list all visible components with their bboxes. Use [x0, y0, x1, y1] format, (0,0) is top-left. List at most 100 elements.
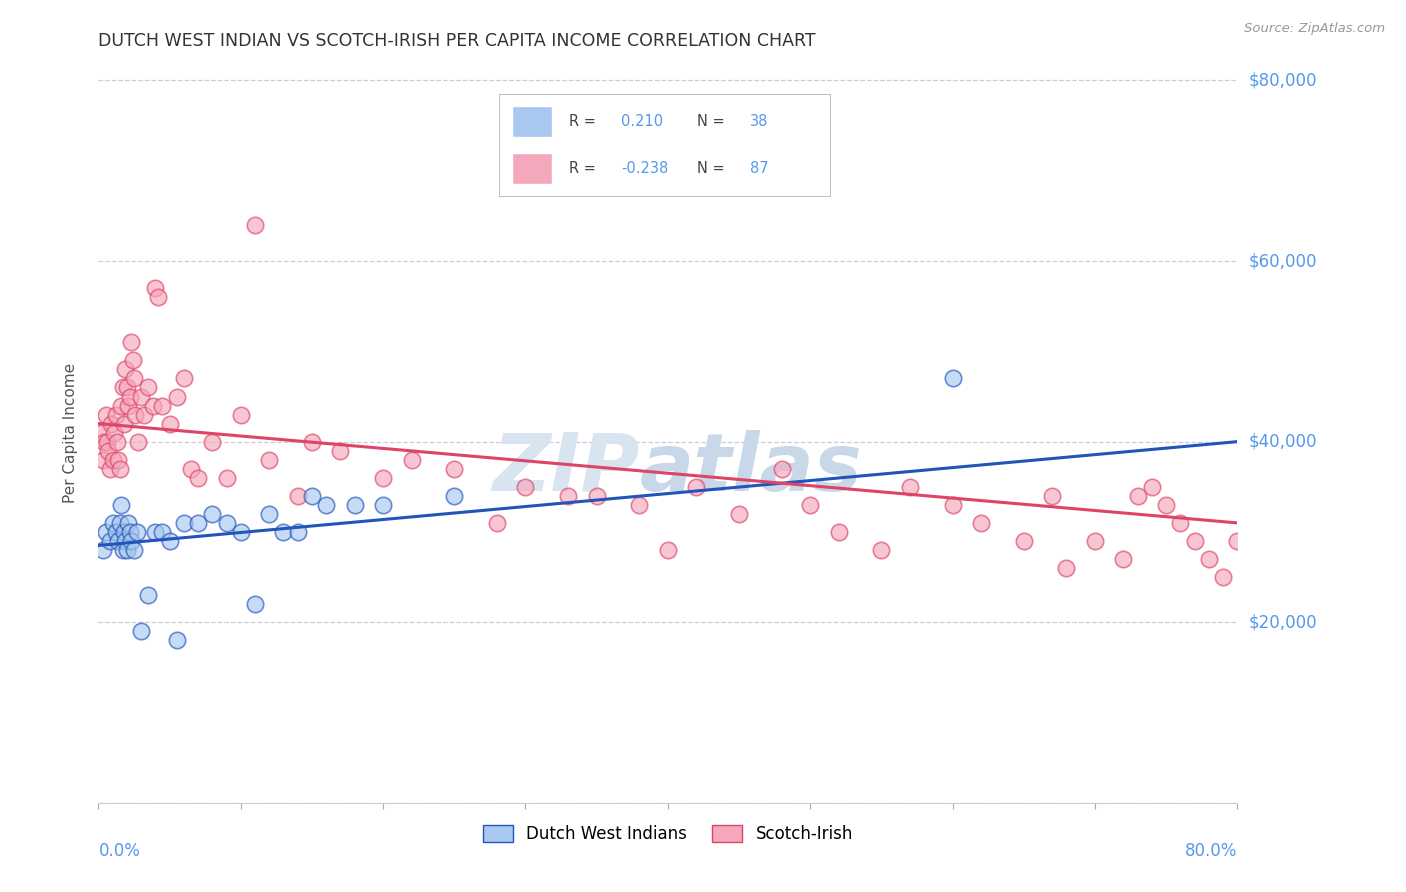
- Point: [1226, 533, 1249, 548]
- Point: [870, 543, 893, 558]
- Point: [1254, 561, 1277, 575]
- Point: [259, 507, 281, 521]
- Point: [136, 588, 159, 602]
- Point: [1184, 533, 1206, 548]
- Point: [108, 461, 131, 475]
- Point: [101, 452, 124, 467]
- Point: [371, 471, 394, 485]
- Point: [1312, 561, 1334, 575]
- Point: [145, 281, 167, 295]
- Point: [1298, 570, 1320, 584]
- Point: [970, 516, 993, 530]
- Point: [229, 524, 252, 539]
- Point: [132, 408, 155, 422]
- Text: 87: 87: [751, 161, 769, 176]
- Point: [243, 597, 266, 611]
- Point: [343, 498, 366, 512]
- Point: [96, 434, 118, 449]
- Point: [105, 434, 128, 449]
- Point: [628, 498, 651, 512]
- Point: [173, 371, 195, 385]
- Point: [120, 533, 142, 548]
- Text: -0.238: -0.238: [621, 161, 669, 176]
- Point: [287, 524, 309, 539]
- Point: [259, 452, 281, 467]
- Point: [103, 425, 125, 440]
- Point: [91, 543, 114, 558]
- Point: [1198, 552, 1220, 566]
- Point: [129, 624, 152, 639]
- Point: [104, 524, 127, 539]
- Point: [315, 498, 337, 512]
- Point: [122, 543, 145, 558]
- Point: [1284, 561, 1306, 575]
- Point: [127, 434, 149, 449]
- Point: [273, 524, 295, 539]
- Point: [117, 399, 139, 413]
- Point: [201, 434, 224, 449]
- Point: [515, 480, 537, 494]
- Point: [187, 516, 209, 530]
- Point: [141, 399, 163, 413]
- Text: 38: 38: [751, 114, 769, 128]
- Point: [114, 362, 136, 376]
- Point: [118, 390, 141, 404]
- Point: [94, 408, 117, 422]
- Point: [1170, 516, 1192, 530]
- Point: [1012, 533, 1035, 548]
- Point: [118, 524, 141, 539]
- Point: [112, 417, 135, 431]
- Point: [90, 425, 112, 440]
- Point: [942, 371, 965, 385]
- Point: [173, 516, 195, 530]
- Point: [120, 335, 142, 350]
- Text: 80.0%: 80.0%: [1185, 842, 1237, 860]
- Point: [1240, 552, 1263, 566]
- Point: [100, 417, 122, 431]
- Text: R =: R =: [568, 114, 600, 128]
- Point: [685, 480, 707, 494]
- Point: [443, 489, 465, 503]
- Point: [287, 489, 309, 503]
- Text: $40,000: $40,000: [1249, 433, 1317, 450]
- Point: [94, 524, 117, 539]
- Point: [329, 443, 352, 458]
- Point: [215, 471, 238, 485]
- Point: [97, 443, 120, 458]
- Point: [371, 498, 394, 512]
- Legend: Dutch West Indians, Scotch-Irish: Dutch West Indians, Scotch-Irish: [477, 819, 859, 850]
- Point: [145, 524, 167, 539]
- Point: [115, 380, 138, 394]
- Point: [91, 452, 114, 467]
- Point: [129, 390, 152, 404]
- Point: [1140, 480, 1163, 494]
- Point: [166, 633, 188, 648]
- Point: [557, 489, 579, 503]
- Point: [770, 461, 793, 475]
- Point: [1326, 570, 1348, 584]
- Point: [101, 516, 124, 530]
- Point: [136, 380, 159, 394]
- Point: [201, 507, 224, 521]
- Point: [486, 516, 509, 530]
- Text: $20,000: $20,000: [1249, 613, 1317, 632]
- Point: [1340, 561, 1362, 575]
- Text: ZIP: ZIP: [492, 430, 640, 508]
- Point: [657, 543, 679, 558]
- Text: 0.210: 0.210: [621, 114, 664, 128]
- Point: [166, 390, 188, 404]
- Point: [828, 524, 851, 539]
- Point: [121, 353, 143, 368]
- Text: $60,000: $60,000: [1249, 252, 1317, 270]
- Point: [107, 452, 129, 467]
- Text: Source: ZipAtlas.com: Source: ZipAtlas.com: [1244, 22, 1385, 36]
- Text: R =: R =: [568, 161, 600, 176]
- Point: [301, 489, 323, 503]
- Point: [187, 471, 209, 485]
- Point: [215, 516, 238, 530]
- Text: N =: N =: [697, 114, 730, 128]
- Point: [117, 516, 139, 530]
- Point: [110, 498, 132, 512]
- Point: [585, 489, 607, 503]
- Point: [942, 498, 965, 512]
